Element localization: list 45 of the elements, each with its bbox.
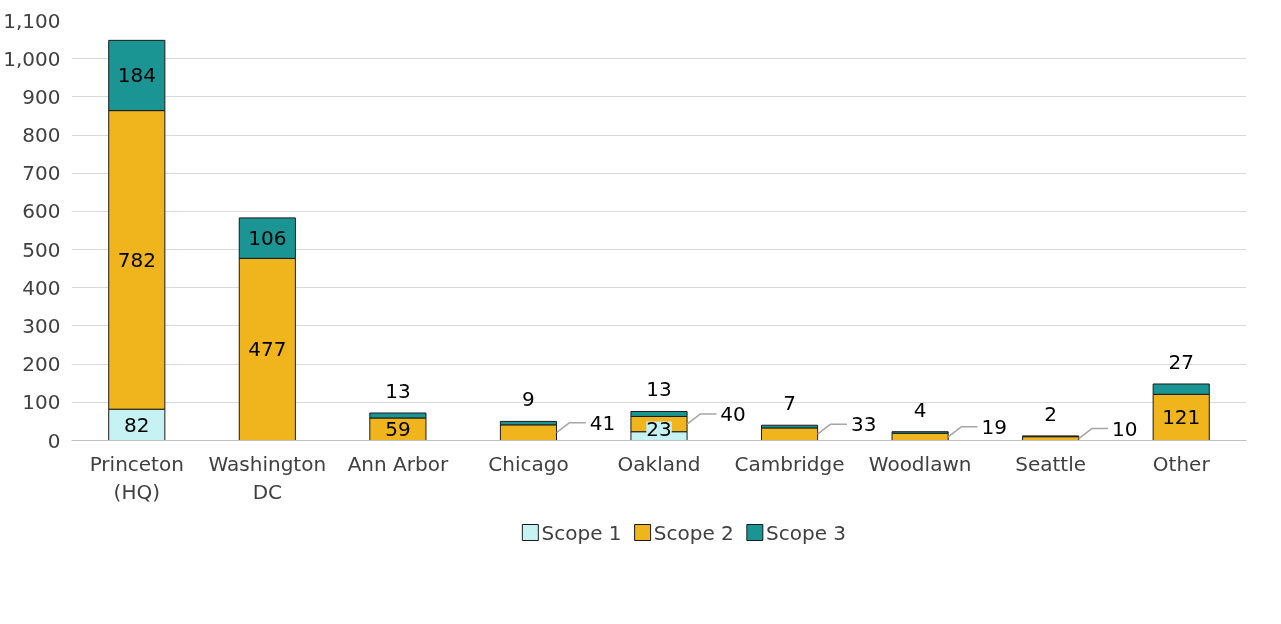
data-label: 27 <box>1168 349 1194 374</box>
x-tick-label: Chicago <box>488 451 569 476</box>
y-tick-label: 100 <box>22 390 61 415</box>
data-label: 4 <box>913 397 927 422</box>
y-tick-label: 500 <box>22 237 61 262</box>
x-tick-label: Woodlawn <box>868 451 972 476</box>
y-tick-label: 1,000 <box>3 46 61 71</box>
data-label: 59 <box>385 417 411 442</box>
data-label: 9 <box>522 387 535 412</box>
y-tick-label: 1,100 <box>3 8 61 33</box>
y-tick-label: 400 <box>22 275 61 300</box>
data-label: 106 <box>248 226 287 251</box>
legend-label: Scope 1 <box>541 520 622 545</box>
y-tick-label: 800 <box>22 123 61 148</box>
y-tick-label: 200 <box>22 352 61 377</box>
data-label: 184 <box>117 63 156 88</box>
data-label: 23 <box>646 416 672 441</box>
data-label: 40 <box>720 402 746 427</box>
x-tick-label: Princeton (HQ) <box>89 451 184 505</box>
data-label: 13 <box>385 379 411 404</box>
legend-label: Scope 3 <box>766 520 847 545</box>
data-label: 2 <box>1044 401 1058 426</box>
x-tick-label: Ann Arbor <box>347 451 449 476</box>
data-label: 477 <box>248 337 287 362</box>
y-tick-label: 700 <box>22 161 61 186</box>
data-label: 41 <box>589 410 616 435</box>
data-label: 19 <box>981 414 1007 439</box>
data-label: 782 <box>117 247 156 272</box>
legend-label: Scope 2 <box>653 520 734 545</box>
data-label: 10 <box>1112 416 1138 441</box>
x-tick-label: Cambridge <box>734 451 845 476</box>
x-tick-label: Seattle <box>1015 451 1087 476</box>
x-tick-label: Oakland <box>617 451 701 476</box>
data-label: 33 <box>850 412 877 437</box>
x-tick-label: Other <box>1152 451 1211 476</box>
bar <box>499 424 558 441</box>
data-label: 82 <box>124 412 150 437</box>
y-tick-label: 300 <box>22 313 61 338</box>
data-label: 7 <box>783 391 796 416</box>
data-label: 121 <box>1162 405 1201 430</box>
x-tick-label: Washington DC <box>208 451 327 505</box>
y-tick-label: 0 <box>47 428 61 453</box>
data-label: 13 <box>646 377 672 402</box>
y-tick-label: 600 <box>22 199 61 224</box>
y-tick-label: 900 <box>22 84 61 109</box>
